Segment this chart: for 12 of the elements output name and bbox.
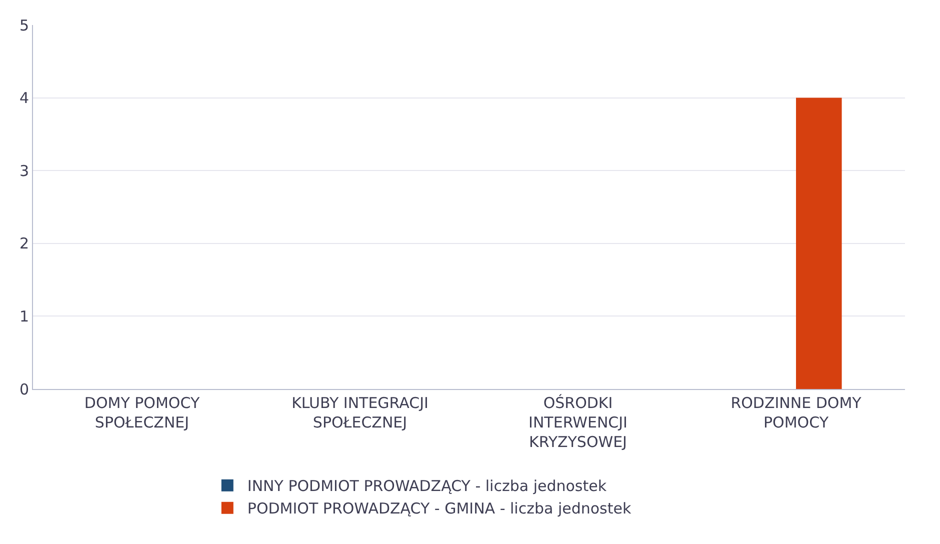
legend-label: PODMIOT PROWADZĄCY - GMINA - liczba jednostek [247, 500, 632, 518]
y-tick-label: 3 [19, 162, 29, 180]
x-tick-label: OŚRODKI INTERWENCJI KRYZYSOWEJ [528, 394, 628, 451]
y-tick-label: 0 [19, 380, 29, 398]
x-tick-label: KLUBY INTEGRACJI SPOŁECZNEJ [292, 394, 428, 432]
y-tick-label: 1 [19, 307, 29, 326]
y-tick-label: 2 [19, 234, 29, 253]
legend-label: INNY PODMIOT PROWADZĄCY - liczba jednostek [247, 477, 607, 496]
x-tick-label: DOMY POMOCY SPOŁECZNEJ [84, 394, 200, 432]
x-tick-label: RODZINNE DOMY POMOCY [730, 394, 862, 432]
y-tick-label: 5 [19, 16, 29, 34]
y-tick-label: 4 [19, 89, 29, 108]
